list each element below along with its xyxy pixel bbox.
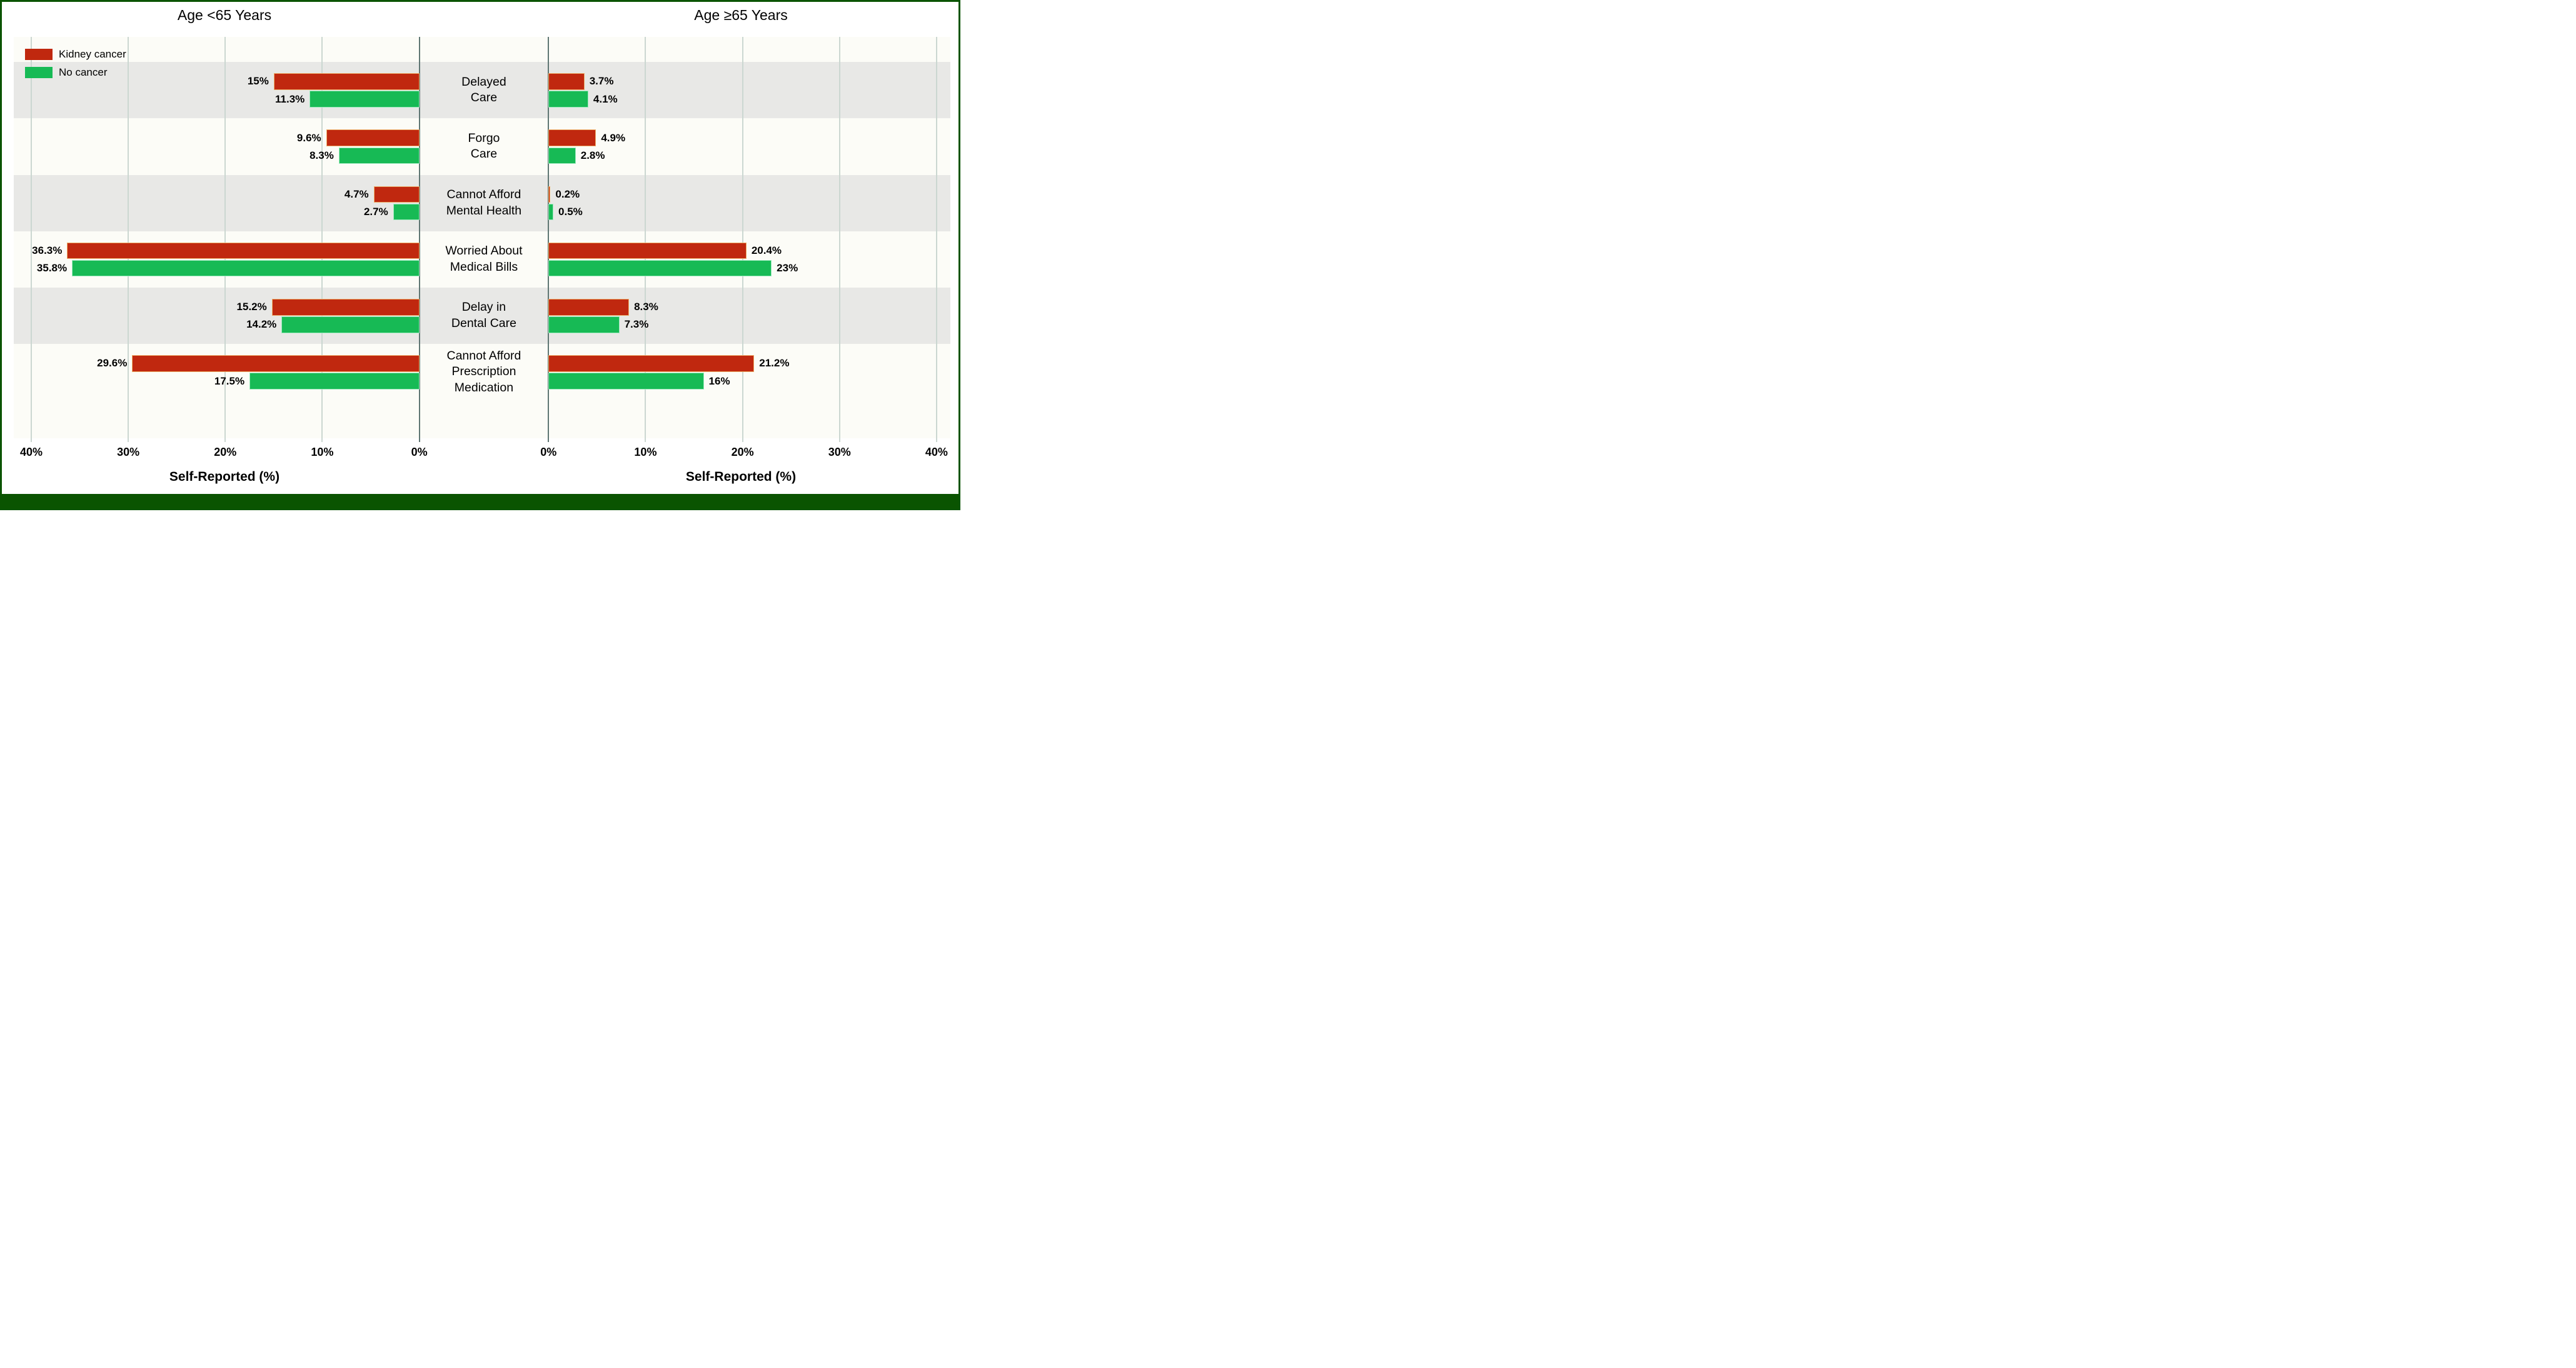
tick-mark-right [645, 438, 647, 442]
bar-left-kidney-cancer [326, 129, 420, 146]
value-label: 15% [247, 75, 269, 88]
value-label: 23% [777, 262, 798, 274]
axis-title-right: Self-Reported (%) [685, 470, 797, 484]
tick-mark-right [838, 438, 840, 442]
category-band-stripe [14, 62, 950, 119]
bar-right-no-cancer [548, 316, 620, 333]
bar-right-no-cancer [548, 203, 554, 221]
value-label: 7.3% [624, 318, 649, 331]
gridline-left [224, 37, 226, 438]
bar-left-kidney-cancer [132, 355, 420, 372]
value-label: 21.2% [759, 357, 790, 370]
bar-right-kidney-cancer [548, 73, 585, 90]
bar-right-kidney-cancer [548, 129, 596, 146]
figure-page: Age <65 Years Age ≥65 Years Kidney cance… [0, 0, 960, 510]
gridline-left [31, 37, 32, 438]
plot-area: Kidney cancer No cancer 15% 11.3% 3.7% 4.1% De… [14, 37, 950, 438]
category-band-stripe [14, 288, 950, 345]
value-label: 3.7% [589, 75, 614, 88]
value-label: 2.7% [363, 205, 388, 218]
value-label: 11.3% [275, 93, 305, 105]
bar-left-kidney-cancer [271, 299, 420, 316]
tick-label-right: 20% [731, 446, 754, 458]
value-label: 0.2% [555, 188, 580, 200]
bar-right-kidney-cancer [548, 186, 551, 203]
value-label: 4.1% [593, 93, 618, 105]
tick-mark-right [548, 438, 550, 442]
bar-right-no-cancer [548, 373, 704, 390]
category-label: Worried About Medical Bills [445, 244, 523, 274]
gridline-right [742, 37, 743, 438]
bar-left-kidney-cancer [273, 73, 420, 90]
bar-left-no-cancer [338, 147, 420, 164]
bar-left-kidney-cancer [67, 242, 420, 259]
bar-left-no-cancer [281, 316, 420, 333]
legend-swatch-kidney-cancer [25, 49, 53, 60]
value-label: 35.8% [36, 262, 68, 274]
tick-mark-left [418, 438, 420, 442]
tick-mark-left [321, 438, 323, 442]
legend-swatch-no-cancer [25, 67, 53, 79]
category-label: Delay in Dental Care [451, 300, 516, 331]
tick-mark-left [224, 438, 226, 442]
tick-mark-left [31, 438, 32, 442]
bar-left-kidney-cancer [373, 186, 420, 203]
value-label: 14.2% [246, 318, 277, 331]
tick-mark-right [935, 438, 937, 442]
tick-label-left: 20% [214, 446, 237, 458]
bar-right-kidney-cancer [548, 299, 630, 316]
gridline-left [321, 37, 323, 438]
tick-label-right: 0% [540, 446, 557, 458]
tick-label-left: 30% [117, 446, 140, 458]
category-label: Delayed Care [461, 74, 506, 105]
bar-left-no-cancer [309, 91, 420, 108]
zero-axis-right [548, 37, 550, 438]
gridline-right [838, 37, 840, 438]
legend-label: Kidney cancer [59, 48, 126, 60]
tick-label-left: 40% [19, 446, 43, 458]
category-band-stripe [14, 174, 950, 231]
value-label: 2.8% [580, 149, 605, 161]
gridline-right [935, 37, 937, 438]
value-label: 4.9% [601, 131, 626, 144]
tick-label-left: 10% [311, 446, 334, 458]
tick-label-right: 10% [634, 446, 657, 458]
value-label: 9.6% [296, 131, 321, 144]
value-label: 16% [708, 375, 730, 387]
gridline-right [645, 37, 647, 438]
bar-left-no-cancer [249, 373, 420, 390]
category-label: Cannot Afford Prescription Medication [446, 348, 521, 395]
gridline-left [128, 37, 129, 438]
tick-label-right: 30% [828, 446, 851, 458]
tick-label-right: 40% [925, 446, 948, 458]
bar-right-no-cancer [548, 147, 576, 164]
category-label: Cannot Afford Mental Health [446, 187, 522, 218]
tick-mark-left [128, 438, 129, 442]
bottom-green-bar [2, 494, 958, 508]
bar-left-no-cancer [393, 203, 420, 221]
bar-right-kidney-cancer [548, 355, 755, 372]
category-label: Forgo Care [468, 131, 500, 161]
value-label: 8.3% [634, 301, 658, 313]
tick-mark-right [742, 438, 743, 442]
value-label: 0.5% [558, 205, 583, 218]
value-label: 4.7% [344, 188, 369, 200]
panel-title-left: Age <65 Years [177, 7, 272, 23]
panel-title-right: Age ≥65 Years [694, 7, 788, 23]
value-label: 29.6% [97, 357, 128, 370]
axis-title-left: Self-Reported (%) [169, 470, 280, 484]
zero-axis-left [418, 37, 420, 438]
bar-right-no-cancer [548, 259, 772, 277]
value-label: 15.2% [236, 301, 267, 313]
legend-label: No cancer [59, 66, 108, 79]
value-label: 8.3% [309, 149, 334, 161]
value-label: 17.5% [214, 375, 245, 387]
bar-right-no-cancer [548, 91, 588, 108]
bar-right-kidney-cancer [548, 242, 747, 259]
value-label: 36.3% [32, 244, 63, 257]
bar-left-no-cancer [72, 259, 420, 277]
value-label: 20.4% [751, 244, 782, 257]
tick-label-left: 0% [411, 446, 428, 458]
